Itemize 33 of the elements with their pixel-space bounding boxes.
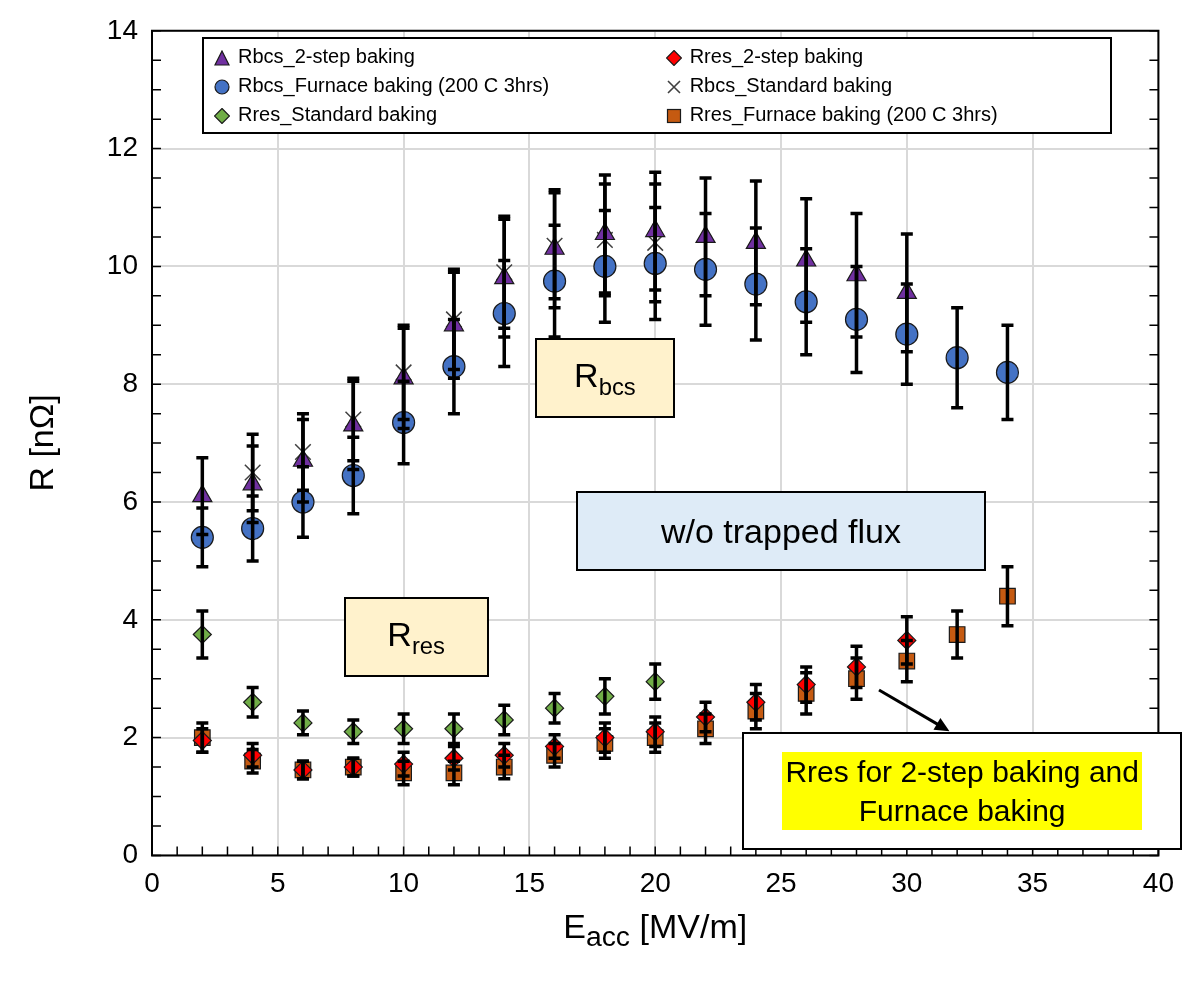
- legend-label: Rbcs_Furnace baking (200 C 3hrs): [238, 73, 550, 97]
- y-tick-label: 6: [122, 484, 138, 516]
- y-tick-label: 12: [106, 131, 138, 163]
- x-tick-label: 25: [765, 866, 797, 898]
- text-box: R$_{res}$: [343, 597, 489, 678]
- legend-label: Rbcs_2-step baking: [238, 44, 415, 68]
- y-tick-label: 14: [106, 13, 138, 45]
- legend-label: Rres_2-step baking: [689, 44, 864, 68]
- x-axis-title: E$_{acc}$ [MV/m]: [563, 907, 748, 954]
- text-box: w/o trapped flux: [576, 491, 986, 572]
- x-tick-label: 15: [513, 866, 545, 898]
- y-tick-label: 0: [122, 838, 138, 870]
- x-tick-label: 30: [891, 866, 923, 898]
- y-tick-label: 8: [122, 366, 138, 398]
- legend-label: Rbcs_Standard baking: [689, 73, 893, 97]
- x-tick-label: 10: [388, 866, 420, 898]
- x-tick-label: 40: [1142, 866, 1175, 898]
- x-tick-label: 35: [1017, 866, 1049, 898]
- annotation: R$_{res}$: [387, 615, 445, 660]
- annotation: Rres for 2-step baking and Furnace baking: [782, 751, 1143, 830]
- annotation: R$_{bcs}$: [574, 355, 636, 401]
- y-tick-label: 2: [122, 720, 138, 752]
- annotation: w/o trapped flux: [661, 511, 902, 551]
- text-box: R$_{bcs}$: [534, 338, 675, 419]
- x-tick-label: 5: [270, 866, 286, 898]
- legend-label: Rres_Standard baking: [238, 102, 438, 126]
- y-tick-label: 4: [122, 602, 138, 634]
- legend-label: Rres_Furnace baking (200 C 3hrs): [689, 102, 998, 126]
- x-tick-label: 20: [639, 866, 671, 898]
- y-tick-label: 10: [106, 249, 138, 281]
- text-box: Rres for 2-step baking and Furnace baking: [742, 731, 1183, 850]
- x-tick-label: 0: [144, 866, 160, 898]
- y-axis-title: R [nΩ]: [22, 394, 61, 492]
